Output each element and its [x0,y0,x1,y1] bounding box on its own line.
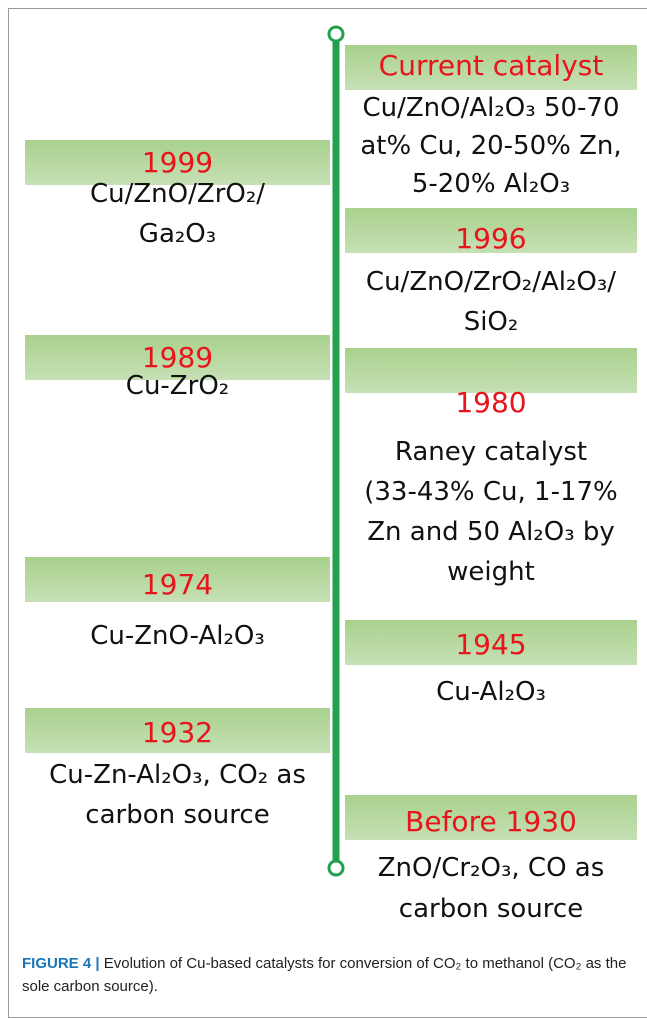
event-year: 1999 [141,146,214,179]
year-band [345,45,637,90]
event-description: Raney catalyst [394,437,588,467]
event-year: Before 1930 [405,805,577,838]
event-description: Ga₂O₃ [138,219,217,249]
event-year: Current catalyst [378,49,604,82]
year-band [25,557,330,602]
event-description: SiO₂ [463,307,519,337]
event-description: Cu/ZnO/Al₂O₃ 50-70 [362,93,620,123]
event-year: 1974 [141,568,214,601]
timeline-end [327,859,345,877]
event-description: carbon source [398,894,584,924]
event-description: Cu/ZnO/ZrO₂/ [89,179,266,209]
caption-text: Evolution of Cu-based catalysts for conv… [22,955,627,995]
event-description: (33-43% Cu, 1-17% [364,477,618,507]
event-description: carbon source [85,800,270,830]
year-band [345,795,637,840]
caption-label: FIGURE 4 | [22,955,100,972]
year-band [345,620,637,665]
event-description: Cu-Zn-Al₂O₃, CO₂ as [49,760,306,790]
event-description: Zn and 50 Al₂O₃ by [367,517,615,547]
event-description: Cu/ZnO/ZrO₂/Al₂O₃/ [365,267,617,297]
year-band [345,208,637,253]
timeline-start [327,25,345,43]
event-year: 1945 [455,628,527,661]
year-band [345,348,637,393]
caption: FIGURE 4 | Evolution of Cu-based catalys… [22,952,632,998]
event-description: Cu-ZrO₂ [125,371,230,401]
event-description: 5-20% Al₂O₃ [411,169,571,199]
year-band [25,140,330,185]
event-year: 1996 [455,222,527,255]
event-description: ZnO/Cr₂O₃, CO as [377,853,605,883]
event-year: 1989 [141,341,214,374]
event-description: weight [447,557,535,587]
event-year: 1980 [455,386,527,419]
event-description: Cu-Al₂O₃ [436,677,546,707]
event-year: 1932 [141,716,214,749]
event-description: Cu-ZnO-Al₂O₃ [90,621,265,651]
year-band [25,708,330,753]
year-band [25,335,330,380]
event-description: at% Cu, 20-50% Zn, [360,131,622,161]
